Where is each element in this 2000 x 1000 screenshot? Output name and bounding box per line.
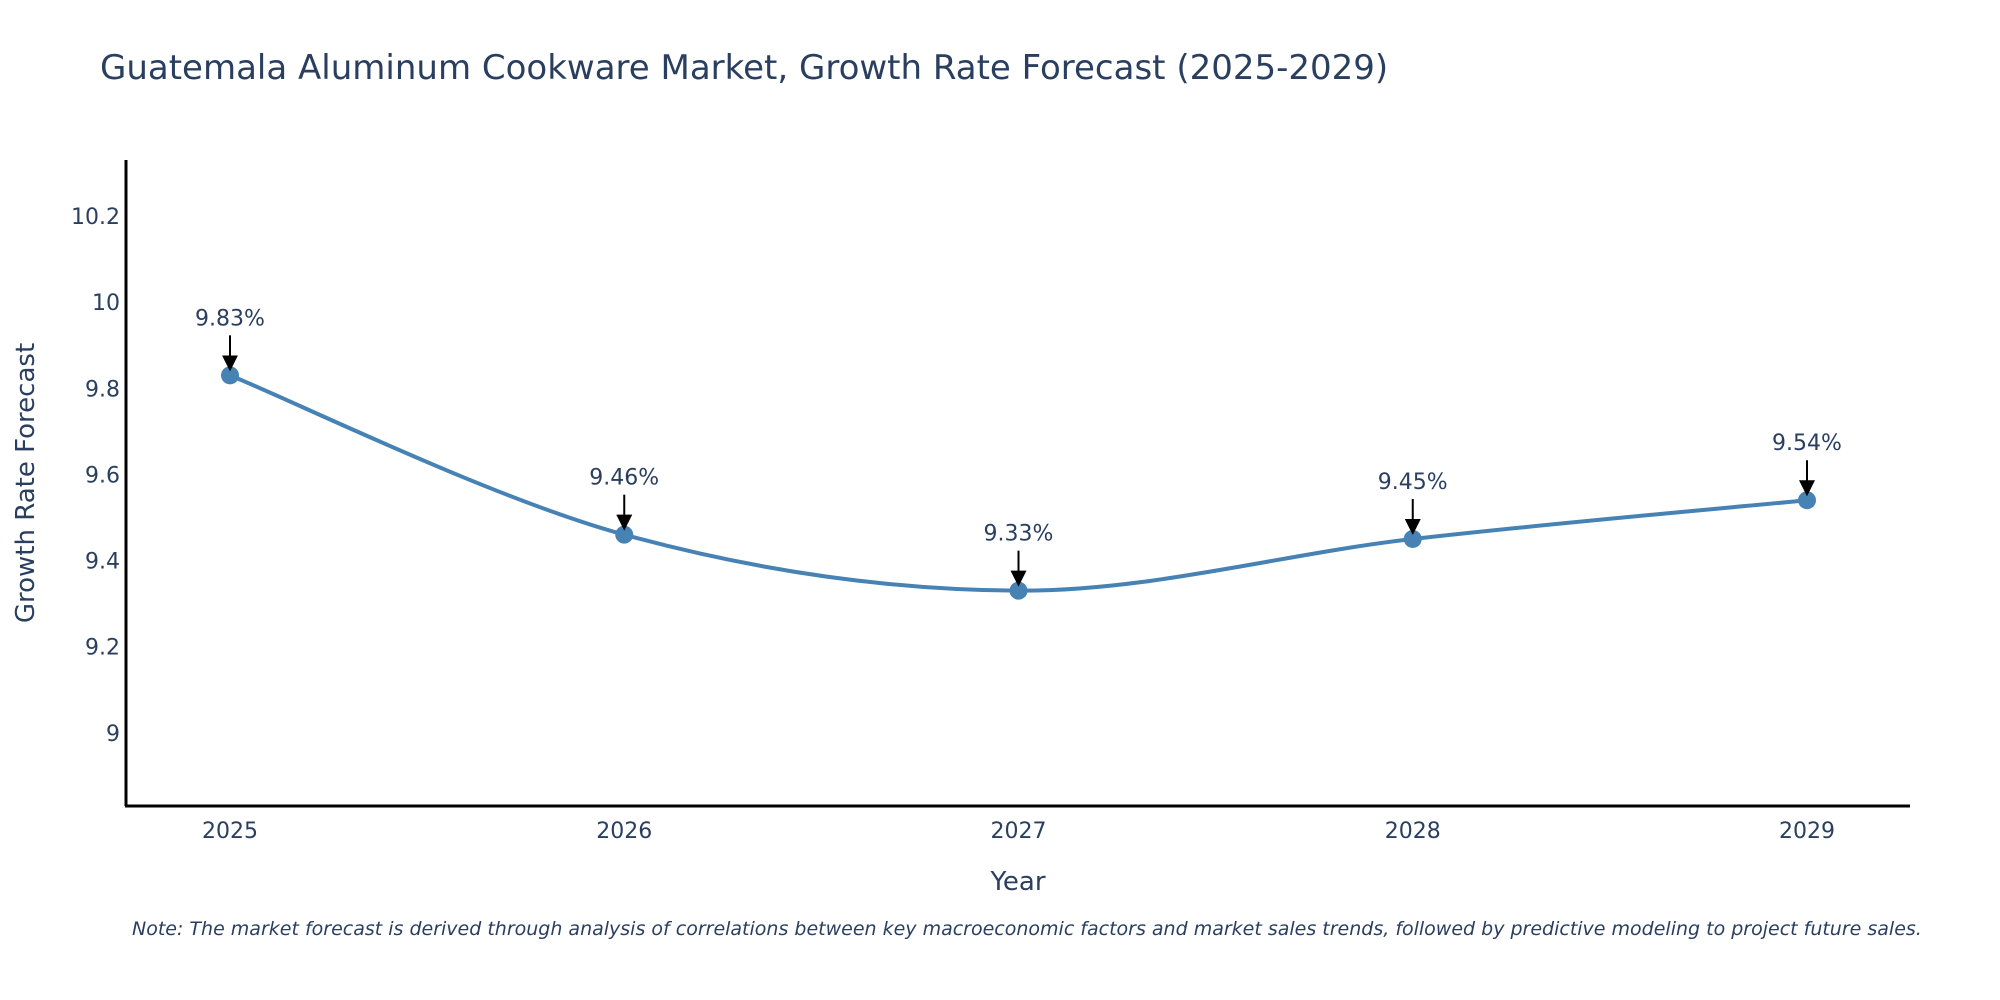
chart-note: Note: The market forecast is derived thr…: [132, 918, 1922, 940]
data-label: 9.33%: [984, 522, 1054, 547]
data-point: [615, 525, 634, 544]
plot-area: 9.83% 9.46% 9.33% 9.45% 9.54%: [195, 306, 1842, 600]
chart-title: Guatemala Aluminum Cookware Market, Grow…: [100, 48, 1389, 88]
y-tick-label: 10: [92, 291, 120, 316]
x-tick-label: 2029: [1779, 819, 1835, 844]
x-tick-label: 2026: [596, 819, 652, 844]
y-tick-label: 9: [106, 722, 120, 747]
y-tick-label: 9.4: [85, 550, 120, 575]
x-axis-title: Year: [989, 867, 1045, 897]
data-point: [1798, 491, 1816, 510]
y-tick-label: 9.8: [85, 377, 120, 402]
y-axis-title: Growth Rate Forecast: [11, 343, 41, 623]
data-label: 9.83%: [195, 306, 265, 331]
data-label: 9.46%: [589, 466, 659, 491]
x-axis-ticks: 2025 2026 2027 2028 2029: [202, 819, 1835, 844]
x-tick-label: 2027: [991, 819, 1047, 844]
y-tick-label: 9.6: [85, 463, 120, 488]
y-tick-label: 10.2: [71, 205, 120, 230]
data-label: 9.45%: [1378, 470, 1448, 495]
x-tick-label: 2025: [202, 819, 258, 844]
data-point: [1403, 529, 1422, 548]
x-tick-label: 2028: [1385, 819, 1441, 844]
data-label: 9.54%: [1772, 431, 1842, 456]
y-axis-ticks: 9 9.2 9.4 9.6 9.8 10 10.2: [71, 205, 120, 747]
data-point: [221, 366, 239, 385]
y-tick-label: 9.2: [85, 636, 120, 661]
data-point: [1009, 581, 1028, 600]
